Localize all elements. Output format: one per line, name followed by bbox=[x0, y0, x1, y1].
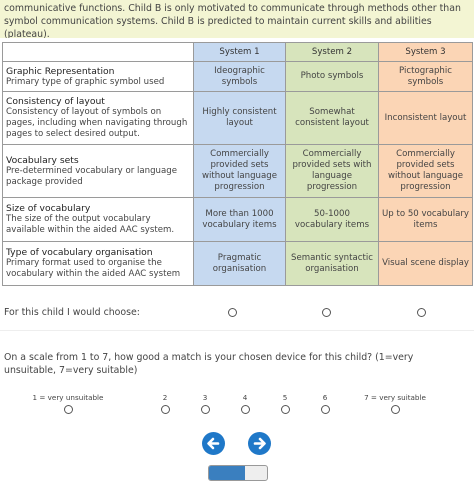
criterion-cell: Consistency of layout Consistency of layo… bbox=[2, 91, 194, 145]
scale-label: 5 bbox=[282, 393, 288, 402]
choice-radio[interactable] bbox=[227, 308, 237, 317]
scale-radio[interactable] bbox=[280, 405, 290, 414]
criterion-cell: Vocabulary sets Pre-determined vocabulary… bbox=[2, 144, 194, 198]
header-cell bbox=[2, 42, 194, 62]
option-cell: Semantic syntactic organisation bbox=[285, 241, 379, 286]
intro-text: Child B has delayed expressive and recep… bbox=[0, 0, 474, 38]
option-cell: Commercially provided sets without langu… bbox=[193, 144, 286, 198]
scale-radio[interactable] bbox=[160, 405, 170, 414]
option-cell: More than 1000 vocabulary items bbox=[193, 197, 286, 242]
header-cell: System 3 bbox=[378, 42, 473, 62]
option-cell: Inconsistent layout bbox=[378, 91, 473, 145]
choice-radio[interactable] bbox=[416, 308, 426, 317]
comparison-table: System 1 System 2 System 3 Graphic Represe… bbox=[2, 42, 473, 286]
next-icon bbox=[253, 437, 266, 450]
choice-radio[interactable] bbox=[321, 308, 331, 317]
scale-label: 7 = very suitable bbox=[364, 393, 426, 402]
criterion-desc: Consistency of layout of symbols on page… bbox=[6, 107, 188, 139]
table-row: Size of vocabulary The size of the output… bbox=[2, 197, 473, 242]
option-cell: Up to 50 vocabulary items bbox=[378, 197, 473, 242]
criterion-title: Consistency of layout bbox=[6, 96, 105, 107]
scale-question: On a scale from 1 to 7, how good a match… bbox=[4, 352, 414, 376]
progress-bar bbox=[208, 465, 268, 481]
option-cell: Somewhat consistent layout bbox=[285, 91, 379, 145]
option-cell: Commercially provided sets without langu… bbox=[378, 144, 473, 198]
criterion-title: Size of vocabulary bbox=[6, 203, 91, 214]
back-icon bbox=[207, 437, 220, 450]
option-cell: 50-1000 vocabulary items bbox=[285, 197, 379, 242]
option-cell: Highly consistent layout bbox=[193, 91, 286, 145]
option-cell: Pictographic symbols bbox=[378, 61, 473, 92]
option-cell: Visual scene display bbox=[378, 241, 473, 286]
scale-label: 4 bbox=[242, 393, 248, 402]
scale-radio[interactable] bbox=[390, 405, 400, 414]
criterion-cell: Size of vocabulary The size of the output… bbox=[2, 197, 194, 242]
scale-radio[interactable] bbox=[63, 405, 73, 414]
criterion-cell: Type of vocabulary organisation Primary f… bbox=[2, 241, 194, 286]
choice-question: For this child I would choose: bbox=[4, 307, 140, 318]
scale-radio[interactable] bbox=[240, 405, 250, 414]
table-row: Type of vocabulary organisation Primary f… bbox=[2, 241, 473, 286]
criterion-cell: Graphic Representation Primary type of gr… bbox=[2, 61, 194, 92]
criterion-title: Type of vocabulary organisation bbox=[6, 247, 153, 258]
table-row: Consistency of layout Consistency of layo… bbox=[2, 91, 473, 145]
option-cell: Photo symbols bbox=[285, 61, 379, 92]
back-button[interactable] bbox=[202, 432, 225, 455]
scale-radio[interactable] bbox=[200, 405, 210, 414]
table-row: Graphic Representation Primary type of gr… bbox=[2, 61, 473, 92]
criterion-desc: Primary format used to organise the voca… bbox=[6, 258, 181, 279]
scale-radio[interactable] bbox=[320, 405, 330, 414]
separator bbox=[0, 330, 474, 331]
criterion-title: Graphic Representation bbox=[6, 65, 115, 77]
next-button[interactable] bbox=[248, 432, 271, 455]
criterion-title: Vocabulary sets bbox=[6, 154, 79, 166]
criterion-desc: Pre-determined vocabulary or language pa… bbox=[6, 165, 177, 187]
progress-fill bbox=[209, 466, 245, 480]
criterion-desc: Primary type of graphic symbol used bbox=[6, 76, 165, 87]
option-cell: Pragmatic organisation bbox=[193, 241, 286, 286]
scale-label: 6 bbox=[322, 393, 328, 402]
option-cell: Ideographic symbols bbox=[193, 61, 286, 92]
criterion-desc: The size of the output vocabulary availa… bbox=[6, 214, 175, 235]
scale-label: 2 bbox=[162, 393, 168, 402]
scale-label: 3 bbox=[202, 393, 208, 402]
table-row: Vocabulary sets Pre-determined vocabulary… bbox=[2, 144, 473, 198]
option-cell: Commercially provided sets with language… bbox=[285, 144, 379, 198]
scale-label: 1 = very unsuitable bbox=[32, 393, 104, 402]
header-cell: System 2 bbox=[285, 42, 379, 62]
header-cell: System 1 bbox=[193, 42, 286, 62]
